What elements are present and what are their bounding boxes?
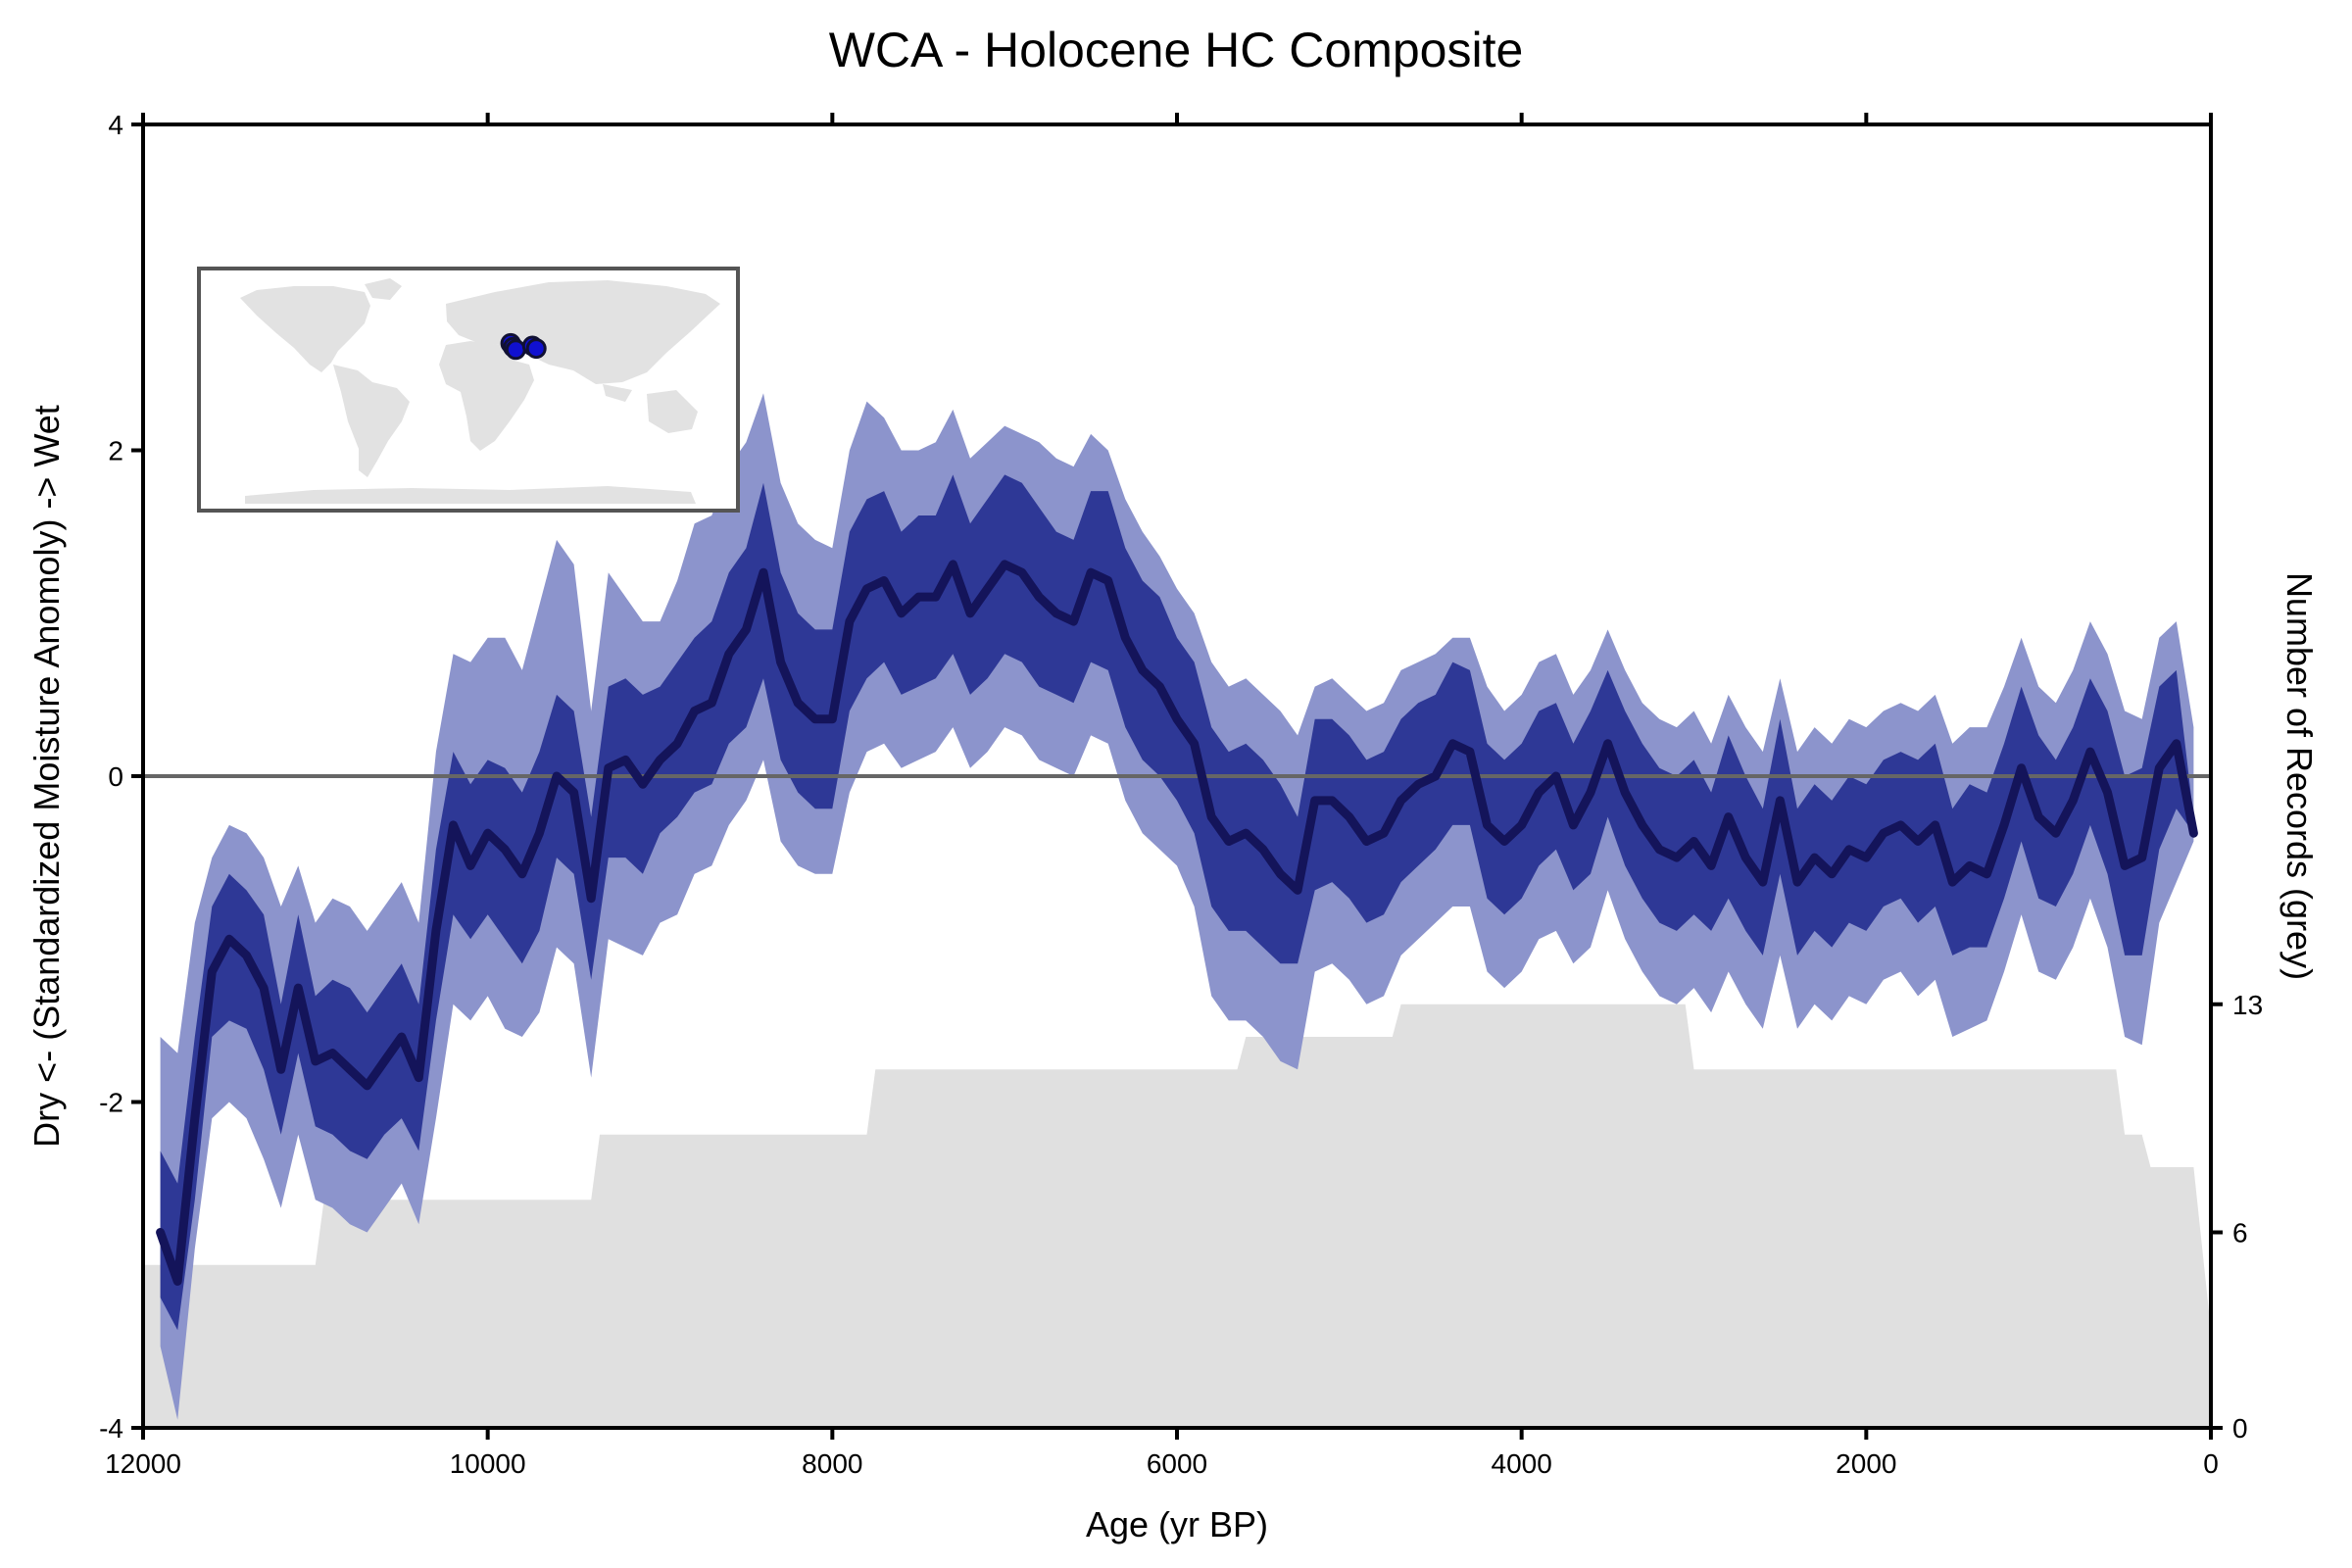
x-tick-label: 0 bbox=[2203, 1448, 2219, 1479]
x-tick-label: 2000 bbox=[1836, 1448, 1896, 1479]
x-tick-labels: 12000 10000 8000 6000 4000 2000 0 bbox=[105, 1448, 2219, 1479]
median-line-path bbox=[156, 560, 2198, 1286]
x-tick-label: 12000 bbox=[105, 1448, 181, 1479]
inner-band bbox=[160, 474, 2194, 1331]
axis-ticks bbox=[131, 113, 2223, 1440]
x-axis-title: Age (yr BP) bbox=[1086, 1504, 1268, 1544]
y-tick-label: -2 bbox=[99, 1088, 123, 1118]
records-area bbox=[143, 1004, 2211, 1428]
chart-title: WCA - Holocene HC Composite bbox=[829, 23, 1524, 77]
x-tick-label: 10000 bbox=[450, 1448, 526, 1479]
y2-axis-title: Number of Records (grey) bbox=[2279, 572, 2320, 980]
records-area-path bbox=[143, 1004, 2211, 1428]
x-tick-label: 4000 bbox=[1492, 1448, 1552, 1479]
outer-band bbox=[160, 393, 2194, 1420]
y-tick-label: -4 bbox=[99, 1413, 123, 1444]
outer-band-path bbox=[160, 393, 2194, 1420]
y2-tick-label: 6 bbox=[2232, 1218, 2248, 1249]
inset-location-map bbox=[197, 267, 740, 513]
y-tick-label: 0 bbox=[108, 761, 123, 792]
site-marker bbox=[525, 338, 547, 360]
inner-band-path bbox=[160, 474, 2194, 1331]
site-markers bbox=[500, 332, 547, 361]
median-line bbox=[156, 560, 2198, 1286]
y-tick-label: 4 bbox=[108, 110, 123, 140]
y-tick-label: 2 bbox=[108, 436, 123, 466]
y2-tick-label: 0 bbox=[2232, 1413, 2248, 1444]
y-tick-labels: -4 -2 0 2 4 bbox=[99, 110, 123, 1444]
world-landmass bbox=[240, 278, 720, 504]
y2-tick-label: 13 bbox=[2232, 990, 2263, 1020]
y2-tick-labels: 0 6 13 bbox=[2232, 990, 2263, 1444]
site-marker bbox=[505, 339, 526, 361]
x-tick-label: 8000 bbox=[802, 1448, 862, 1479]
y-axis-title: Dry <- (Standardized Moisture Anomoly) -… bbox=[26, 405, 67, 1148]
x-tick-label: 6000 bbox=[1147, 1448, 1207, 1479]
